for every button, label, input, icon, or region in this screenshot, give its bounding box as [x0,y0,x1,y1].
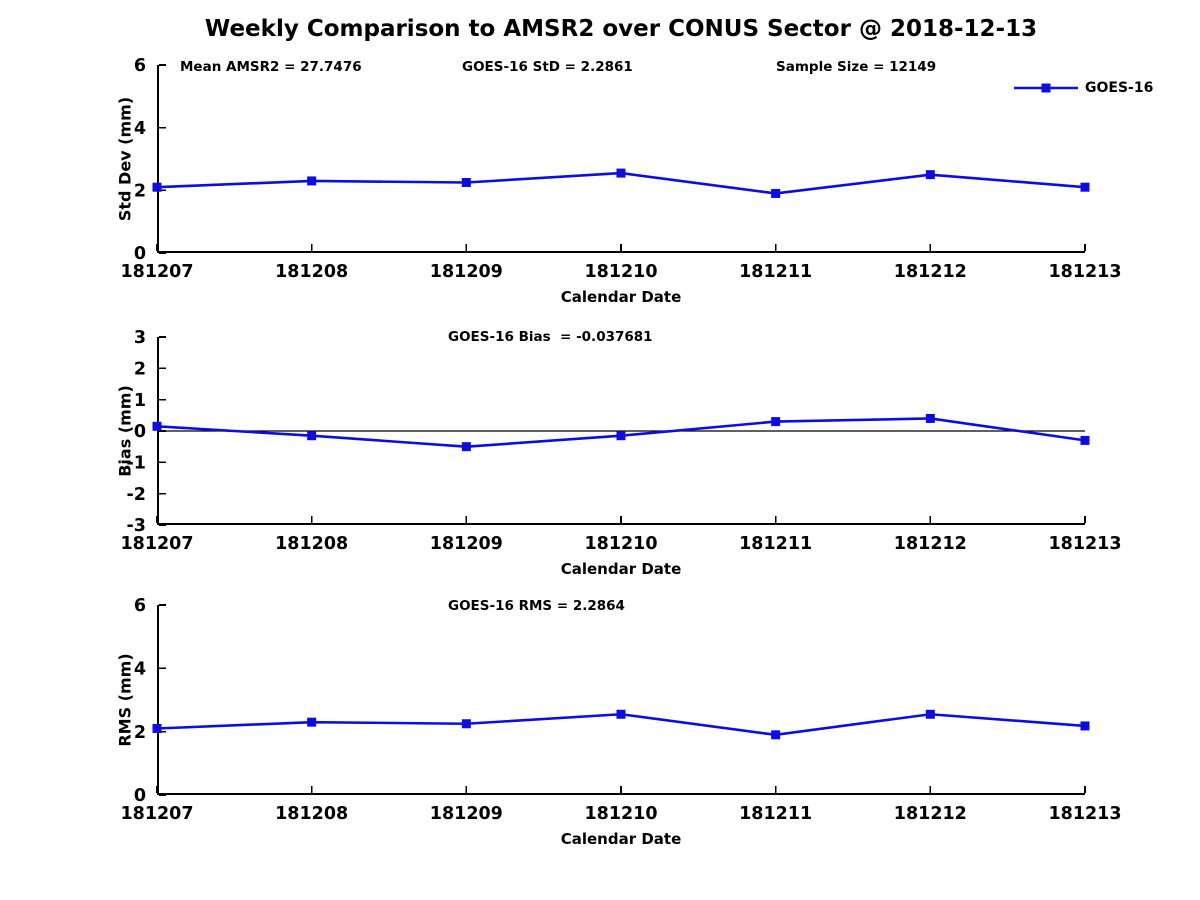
data-point-marker [152,421,162,431]
x-tick-label: 181210 [584,262,657,282]
data-point-marker [152,724,162,733]
annotation-sample-size: Sample Size = 12149 [776,59,937,75]
data-point-marker [925,709,935,719]
x-tick-label: 181211 [739,262,812,282]
x-tick-label: 181209 [430,804,503,824]
data-point-marker [925,413,935,423]
y-tick-label: 2 [134,359,146,379]
data-point-marker [307,176,317,186]
x-tick-label: 181210 [584,804,657,824]
bias-x-axis-label: Calendar Date [560,560,682,578]
x-tick-label: 181213 [1048,804,1121,824]
annotation-goes16-std: GOES-16 StD = 2.2861 [462,59,633,75]
y-tick-label: -3 [127,516,146,536]
data-point-marker [307,431,317,441]
rms-y-axis-label: RMS (mm) [115,653,135,747]
data-point-marker [1080,182,1090,192]
y-tick-label: 2 [134,181,146,201]
stddev-y-axis-label: Std Dev (mm) [115,96,135,222]
data-point-marker [307,717,317,727]
data-point-marker [771,730,781,740]
y-tick-label: 6 [134,56,146,76]
y-tick-label: -1 [127,453,146,473]
x-tick-label: 181212 [894,534,967,554]
x-tick-label: 181211 [739,804,812,824]
axis-lines [157,605,1085,795]
data-point-marker [616,168,626,178]
annotation-mean-amsr2: Mean AMSR2 = 27.7476 [180,59,362,75]
data-point-marker [771,188,781,198]
stddev-plot-area: 0 2 4 6 181207 181208 181209 181210 181211 181212… [120,56,1121,282]
annotation-goes16-rms: GOES-16 RMS = 2.2864 [448,598,625,614]
axis-lines [157,65,1085,253]
figure-title: Weekly Comparison to AMSR2 over CONUS Se… [204,16,1038,42]
y-tick-label: 0 [134,244,146,264]
x-tick-label: 181208 [275,262,348,282]
data-point-marker [1080,435,1090,445]
x-tick-label: 181213 [1048,262,1121,282]
x-tick-label: 181208 [275,804,348,824]
x-tick-label: 181210 [584,534,657,554]
y-tick-label: 0 [134,422,146,442]
data-point-marker [152,182,162,192]
data-point-marker [461,442,471,452]
legend: GOES-16 [1014,79,1153,97]
x-tick-label: 181212 [894,804,967,824]
y-tick-label: 0 [134,786,146,806]
x-tick-label: 181207 [120,534,193,554]
annotation-goes16-bias: GOES-16 Bias = -0.037681 [448,329,653,345]
stddev-x-axis-label: Calendar Date [560,288,682,306]
data-point-marker [771,417,781,427]
rms-plot-area: 0 2 4 6 181207 181208 181209 181210 181211 181212… [120,596,1121,824]
x-tick-label: 181212 [894,262,967,282]
bias-plot-area: -3 -2 -1 0 1 2 3 181207 181208 181209 181210 181211… [120,328,1121,554]
legend-line-sample-icon [1014,83,1078,93]
data-point-marker [461,178,471,187]
y-tick-label: 2 [134,723,146,743]
data-point-marker [616,431,626,441]
y-tick-label: 4 [134,659,146,679]
x-tick-label: 181207 [120,804,193,824]
rms-x-axis-label: Calendar Date [560,830,682,848]
x-tick-label: 181211 [739,534,812,554]
x-tick-label: 181213 [1048,534,1121,554]
data-point-marker [616,709,626,719]
data-point-marker [925,170,935,180]
x-tick-label: 181209 [430,262,503,282]
y-tick-label: 3 [134,328,146,348]
data-point-marker [1080,721,1090,731]
y-tick-label: 6 [134,596,146,616]
y-tick-label: 4 [134,119,146,139]
x-tick-label: 181208 [275,534,348,554]
x-tick-label: 181207 [120,262,193,282]
data-point-marker [461,719,471,729]
y-tick-label: -2 [127,485,146,505]
legend-label: GOES-16 [1085,80,1154,96]
y-tick-label: 1 [134,391,146,411]
x-tick-label: 181209 [430,534,503,554]
